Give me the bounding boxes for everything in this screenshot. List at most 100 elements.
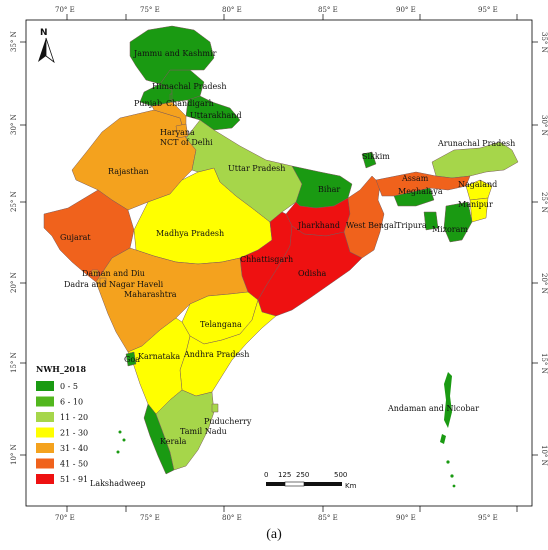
state-label: Uttarakhand — [190, 111, 242, 120]
state-region — [465, 179, 493, 201]
state-region — [91, 269, 99, 277]
state-label: Lakshadweep — [90, 479, 146, 488]
state-label: Dadra and Nagar Haveli — [64, 280, 164, 289]
legend-label: 11 - 20 — [60, 413, 88, 422]
state-label: Meghalaya — [398, 187, 443, 196]
lon-label-top: 75° E — [140, 6, 160, 14]
lat-label-left: 15° N — [10, 352, 18, 373]
state-label: Assam — [401, 174, 429, 183]
state-label: Chhattisgarh — [240, 255, 293, 264]
island-dot — [122, 438, 126, 442]
state-label: Himachal Pradesh — [152, 82, 226, 91]
legend-swatch — [36, 396, 54, 407]
lat-label-left: 30° N — [10, 114, 18, 135]
lat-label-right: 15° N — [540, 353, 548, 374]
north-label: N — [40, 28, 48, 38]
state-label: Karnataka — [138, 352, 180, 361]
state-label: Gujarat — [60, 233, 91, 242]
legend-swatch — [36, 381, 54, 391]
legend-swatch — [36, 412, 54, 422]
state-region — [99, 277, 107, 285]
island-groups — [116, 372, 456, 488]
legend-swatch — [36, 458, 54, 469]
lat-label-left: 20° N — [10, 272, 18, 293]
lat-label-right: 25° N — [540, 192, 548, 213]
state-label: Haryana — [160, 128, 195, 137]
state-label: Kerala — [160, 437, 187, 446]
state-label: Madhya Pradesh — [156, 229, 224, 238]
state-region — [185, 95, 241, 131]
lat-label-right: 35° N — [540, 32, 548, 53]
state-label: Uttar Pradesh — [228, 164, 285, 173]
lat-label-left: 35° N — [10, 31, 18, 52]
state-region — [361, 151, 377, 169]
legend-label: 6 - 10 — [60, 398, 83, 407]
legend-label: 31 - 40 — [60, 444, 88, 453]
island-dot — [452, 484, 456, 488]
legend-swatch — [36, 427, 54, 438]
state-label: West Bengal — [346, 221, 397, 230]
graticule-ticks — [20, 14, 538, 512]
state-labels: Jammu and Kashmir Himachal Pradesh Punja… — [60, 49, 515, 488]
state-region — [440, 434, 446, 444]
scale-segment — [284, 481, 305, 487]
island-dot — [446, 460, 450, 464]
state-region — [423, 211, 439, 231]
lat-label-right: 30° N — [540, 115, 548, 136]
scale-unit: Km — [345, 482, 357, 490]
lon-label-bottom: 75° E — [140, 514, 160, 522]
state-region — [443, 201, 473, 243]
state-region — [444, 372, 452, 428]
state-label: Jammu and Kashmir — [133, 49, 217, 58]
graticule-labels: 70° E 75° E 80° E 85° E 90° E 95° E 70° … — [10, 6, 548, 522]
scale-tick-label: 0 — [264, 471, 268, 479]
lon-label-top: 90° E — [396, 6, 416, 14]
island-dot — [118, 430, 122, 434]
legend-title: NWH_2018 — [36, 364, 87, 374]
state-region — [127, 317, 191, 415]
state-label: Sikkim — [362, 152, 390, 161]
legend-label: 21 - 30 — [60, 429, 88, 438]
state-label: NCT of Delhi — [160, 138, 213, 147]
state-region — [393, 187, 435, 207]
island-dot — [116, 450, 120, 454]
lon-label-bottom: 90° E — [396, 514, 416, 522]
scale-tick-label: 250 — [296, 471, 309, 479]
scale-tick-label: 500 — [334, 471, 347, 479]
state-label: Goa — [124, 355, 140, 364]
state-label: Chandigarh — [166, 99, 214, 108]
state-region — [175, 123, 189, 139]
lon-label-bottom: 85° E — [318, 514, 338, 522]
state-label: Jharkhand — [297, 221, 340, 230]
state-label: Telangana — [200, 320, 242, 329]
north-arrow-icon: N — [38, 28, 55, 64]
scale-segment — [266, 482, 285, 486]
state-region — [129, 25, 215, 85]
figure-caption: (a) — [266, 527, 282, 542]
lon-label-bottom: 95° E — [478, 514, 498, 522]
lon-label-top: 80° E — [222, 6, 242, 14]
state-label: Maharashtra — [124, 290, 177, 299]
state-region — [257, 225, 363, 317]
legend-swatch — [36, 474, 54, 484]
state-region — [211, 403, 219, 413]
state-label: Andhra Pradesh — [183, 350, 249, 359]
state-polygons — [43, 25, 519, 475]
state-label: Mizoram — [432, 225, 468, 234]
state-label: Tamil Nadu — [180, 427, 227, 436]
state-label: Rajasthan — [108, 167, 149, 176]
legend-label: 0 - 5 — [60, 382, 78, 391]
legend-swatch — [36, 443, 54, 453]
lon-label-bottom: 70° E — [55, 514, 75, 522]
legend: NWH_2018 0 - 5 6 - 10 11 - 20 21 - 30 31 - 4… — [36, 364, 88, 484]
state-label: Andaman and Nicobar — [387, 404, 479, 413]
state-label: Bihar — [318, 185, 340, 194]
state-region — [125, 351, 137, 367]
legend-label: 51 - 91 — [60, 475, 88, 484]
lat-label-left: 25° N — [10, 191, 18, 212]
lon-label-top: 85° E — [318, 6, 338, 14]
lon-label-top: 95° E — [478, 6, 498, 14]
state-label: Daman and Diu — [82, 269, 145, 278]
scale-tick-label: 125 — [278, 471, 291, 479]
